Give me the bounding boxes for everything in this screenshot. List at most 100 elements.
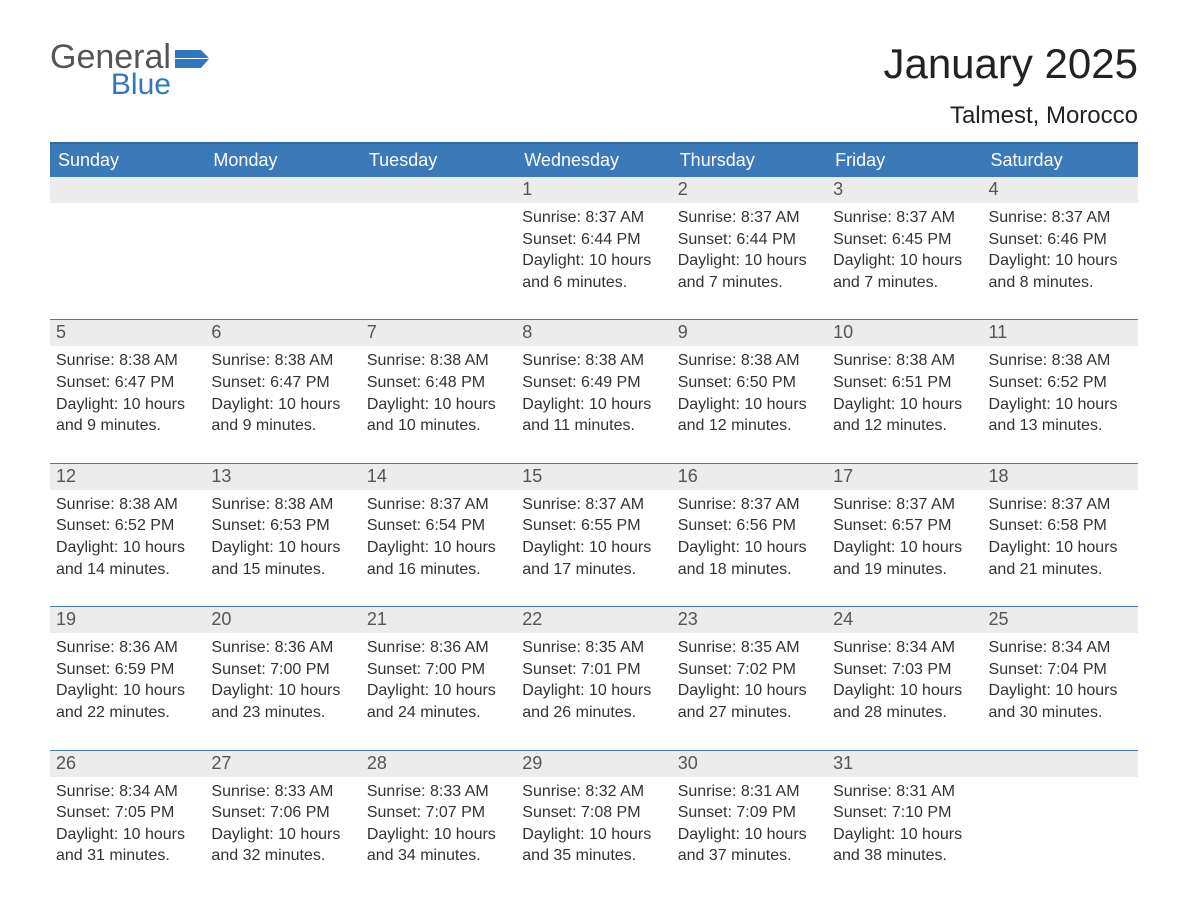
day-number-row: 12131415161718 bbox=[50, 464, 1138, 490]
day-number: 28 bbox=[361, 751, 516, 777]
day-cell: Sunrise: 8:37 AMSunset: 6:46 PMDaylight:… bbox=[983, 203, 1138, 320]
day-line: Sunrise: 8:31 AM bbox=[678, 781, 821, 803]
day-line: Daylight: 10 hours bbox=[56, 680, 199, 702]
day-number: 7 bbox=[361, 320, 516, 346]
day-cell: Sunrise: 8:31 AMSunset: 7:10 PMDaylight:… bbox=[827, 777, 982, 873]
day-line: Daylight: 10 hours bbox=[367, 394, 510, 416]
day-line: and 19 minutes. bbox=[833, 559, 976, 581]
day-line: Daylight: 10 hours bbox=[833, 537, 976, 559]
day-header: Friday bbox=[827, 143, 982, 177]
header: General Blue January 2025 Talmest, Moroc… bbox=[50, 40, 1138, 130]
day-cell: Sunrise: 8:36 AMSunset: 6:59 PMDaylight:… bbox=[50, 633, 205, 750]
day-line: Sunset: 7:05 PM bbox=[56, 802, 199, 824]
day-line: Daylight: 10 hours bbox=[678, 394, 821, 416]
day-number-row: 1234 bbox=[50, 177, 1138, 203]
day-line: Sunrise: 8:33 AM bbox=[367, 781, 510, 803]
day-line: Sunrise: 8:38 AM bbox=[56, 494, 199, 516]
day-line: Sunrise: 8:38 AM bbox=[678, 350, 821, 372]
day-number bbox=[205, 177, 360, 203]
day-line: Sunrise: 8:36 AM bbox=[56, 637, 199, 659]
day-line: Daylight: 10 hours bbox=[522, 250, 665, 272]
day-number: 5 bbox=[50, 320, 205, 346]
calendar-table: SundayMondayTuesdayWednesdayThursdayFrid… bbox=[50, 142, 1138, 873]
day-line: and 35 minutes. bbox=[522, 845, 665, 867]
day-line: Sunset: 7:00 PM bbox=[211, 659, 354, 681]
day-number: 30 bbox=[672, 751, 827, 777]
day-number: 20 bbox=[205, 607, 360, 633]
day-line: and 14 minutes. bbox=[56, 559, 199, 581]
day-line: and 8 minutes. bbox=[989, 272, 1132, 294]
day-cell: Sunrise: 8:33 AMSunset: 7:07 PMDaylight:… bbox=[361, 777, 516, 873]
day-line: Sunrise: 8:36 AM bbox=[367, 637, 510, 659]
day-line: Daylight: 10 hours bbox=[989, 537, 1132, 559]
day-line: Daylight: 10 hours bbox=[833, 680, 976, 702]
day-number: 6 bbox=[205, 320, 360, 346]
day-number: 2 bbox=[672, 177, 827, 203]
day-line: Daylight: 10 hours bbox=[522, 680, 665, 702]
day-line: and 18 minutes. bbox=[678, 559, 821, 581]
day-line: Daylight: 10 hours bbox=[367, 680, 510, 702]
day-cell bbox=[361, 203, 516, 320]
day-header-row: SundayMondayTuesdayWednesdayThursdayFrid… bbox=[50, 143, 1138, 177]
day-cell: Sunrise: 8:35 AMSunset: 7:01 PMDaylight:… bbox=[516, 633, 671, 750]
day-line: Daylight: 10 hours bbox=[56, 537, 199, 559]
day-cell: Sunrise: 8:38 AMSunset: 6:49 PMDaylight:… bbox=[516, 346, 671, 463]
day-line: Sunset: 6:44 PM bbox=[678, 229, 821, 251]
logo-text: General Blue bbox=[50, 40, 171, 100]
day-cell: Sunrise: 8:37 AMSunset: 6:45 PMDaylight:… bbox=[827, 203, 982, 320]
day-line: and 9 minutes. bbox=[211, 415, 354, 437]
day-line: and 7 minutes. bbox=[678, 272, 821, 294]
day-line: Daylight: 10 hours bbox=[56, 394, 199, 416]
day-number: 27 bbox=[205, 751, 360, 777]
day-line: and 31 minutes. bbox=[56, 845, 199, 867]
day-line: Sunrise: 8:37 AM bbox=[367, 494, 510, 516]
day-line: Sunrise: 8:32 AM bbox=[522, 781, 665, 803]
day-header: Sunday bbox=[50, 143, 205, 177]
day-number: 1 bbox=[516, 177, 671, 203]
day-line: Sunrise: 8:31 AM bbox=[833, 781, 976, 803]
day-line: and 38 minutes. bbox=[833, 845, 976, 867]
day-line: Sunset: 6:58 PM bbox=[989, 515, 1132, 537]
day-line: Sunset: 7:04 PM bbox=[989, 659, 1132, 681]
day-line: Daylight: 10 hours bbox=[56, 824, 199, 846]
day-line: Daylight: 10 hours bbox=[678, 537, 821, 559]
day-line: Daylight: 10 hours bbox=[211, 680, 354, 702]
day-line: Sunset: 6:51 PM bbox=[833, 372, 976, 394]
day-cell: Sunrise: 8:37 AMSunset: 6:44 PMDaylight:… bbox=[672, 203, 827, 320]
day-number: 13 bbox=[205, 464, 360, 490]
day-cell: Sunrise: 8:34 AMSunset: 7:04 PMDaylight:… bbox=[983, 633, 1138, 750]
day-line: Sunset: 6:52 PM bbox=[56, 515, 199, 537]
day-number: 29 bbox=[516, 751, 671, 777]
day-line: Sunrise: 8:38 AM bbox=[211, 494, 354, 516]
day-line: Sunrise: 8:37 AM bbox=[833, 207, 976, 229]
day-line: Sunset: 6:59 PM bbox=[56, 659, 199, 681]
day-line: Sunrise: 8:34 AM bbox=[989, 637, 1132, 659]
day-number: 16 bbox=[672, 464, 827, 490]
day-line: Daylight: 10 hours bbox=[833, 394, 976, 416]
day-number: 24 bbox=[827, 607, 982, 633]
day-cell: Sunrise: 8:38 AMSunset: 6:50 PMDaylight:… bbox=[672, 346, 827, 463]
day-line: Sunrise: 8:37 AM bbox=[678, 494, 821, 516]
day-number: 9 bbox=[672, 320, 827, 346]
day-line: and 13 minutes. bbox=[989, 415, 1132, 437]
day-line: Sunset: 7:03 PM bbox=[833, 659, 976, 681]
day-line: and 27 minutes. bbox=[678, 702, 821, 724]
day-line: Sunset: 7:01 PM bbox=[522, 659, 665, 681]
day-line: and 34 minutes. bbox=[367, 845, 510, 867]
day-number bbox=[983, 751, 1138, 777]
day-line: Sunrise: 8:37 AM bbox=[522, 207, 665, 229]
day-detail-row: Sunrise: 8:38 AMSunset: 6:52 PMDaylight:… bbox=[50, 490, 1138, 607]
day-line: Sunrise: 8:34 AM bbox=[56, 781, 199, 803]
day-header: Wednesday bbox=[516, 143, 671, 177]
day-cell: Sunrise: 8:37 AMSunset: 6:57 PMDaylight:… bbox=[827, 490, 982, 607]
day-line: Daylight: 10 hours bbox=[211, 824, 354, 846]
day-number bbox=[361, 177, 516, 203]
day-cell: Sunrise: 8:38 AMSunset: 6:52 PMDaylight:… bbox=[983, 346, 1138, 463]
day-cell: Sunrise: 8:36 AMSunset: 7:00 PMDaylight:… bbox=[205, 633, 360, 750]
day-line: Sunset: 6:54 PM bbox=[367, 515, 510, 537]
day-line: Daylight: 10 hours bbox=[678, 680, 821, 702]
day-line: and 9 minutes. bbox=[56, 415, 199, 437]
day-line: Daylight: 10 hours bbox=[833, 250, 976, 272]
day-header: Thursday bbox=[672, 143, 827, 177]
calendar-head: SundayMondayTuesdayWednesdayThursdayFrid… bbox=[50, 143, 1138, 177]
